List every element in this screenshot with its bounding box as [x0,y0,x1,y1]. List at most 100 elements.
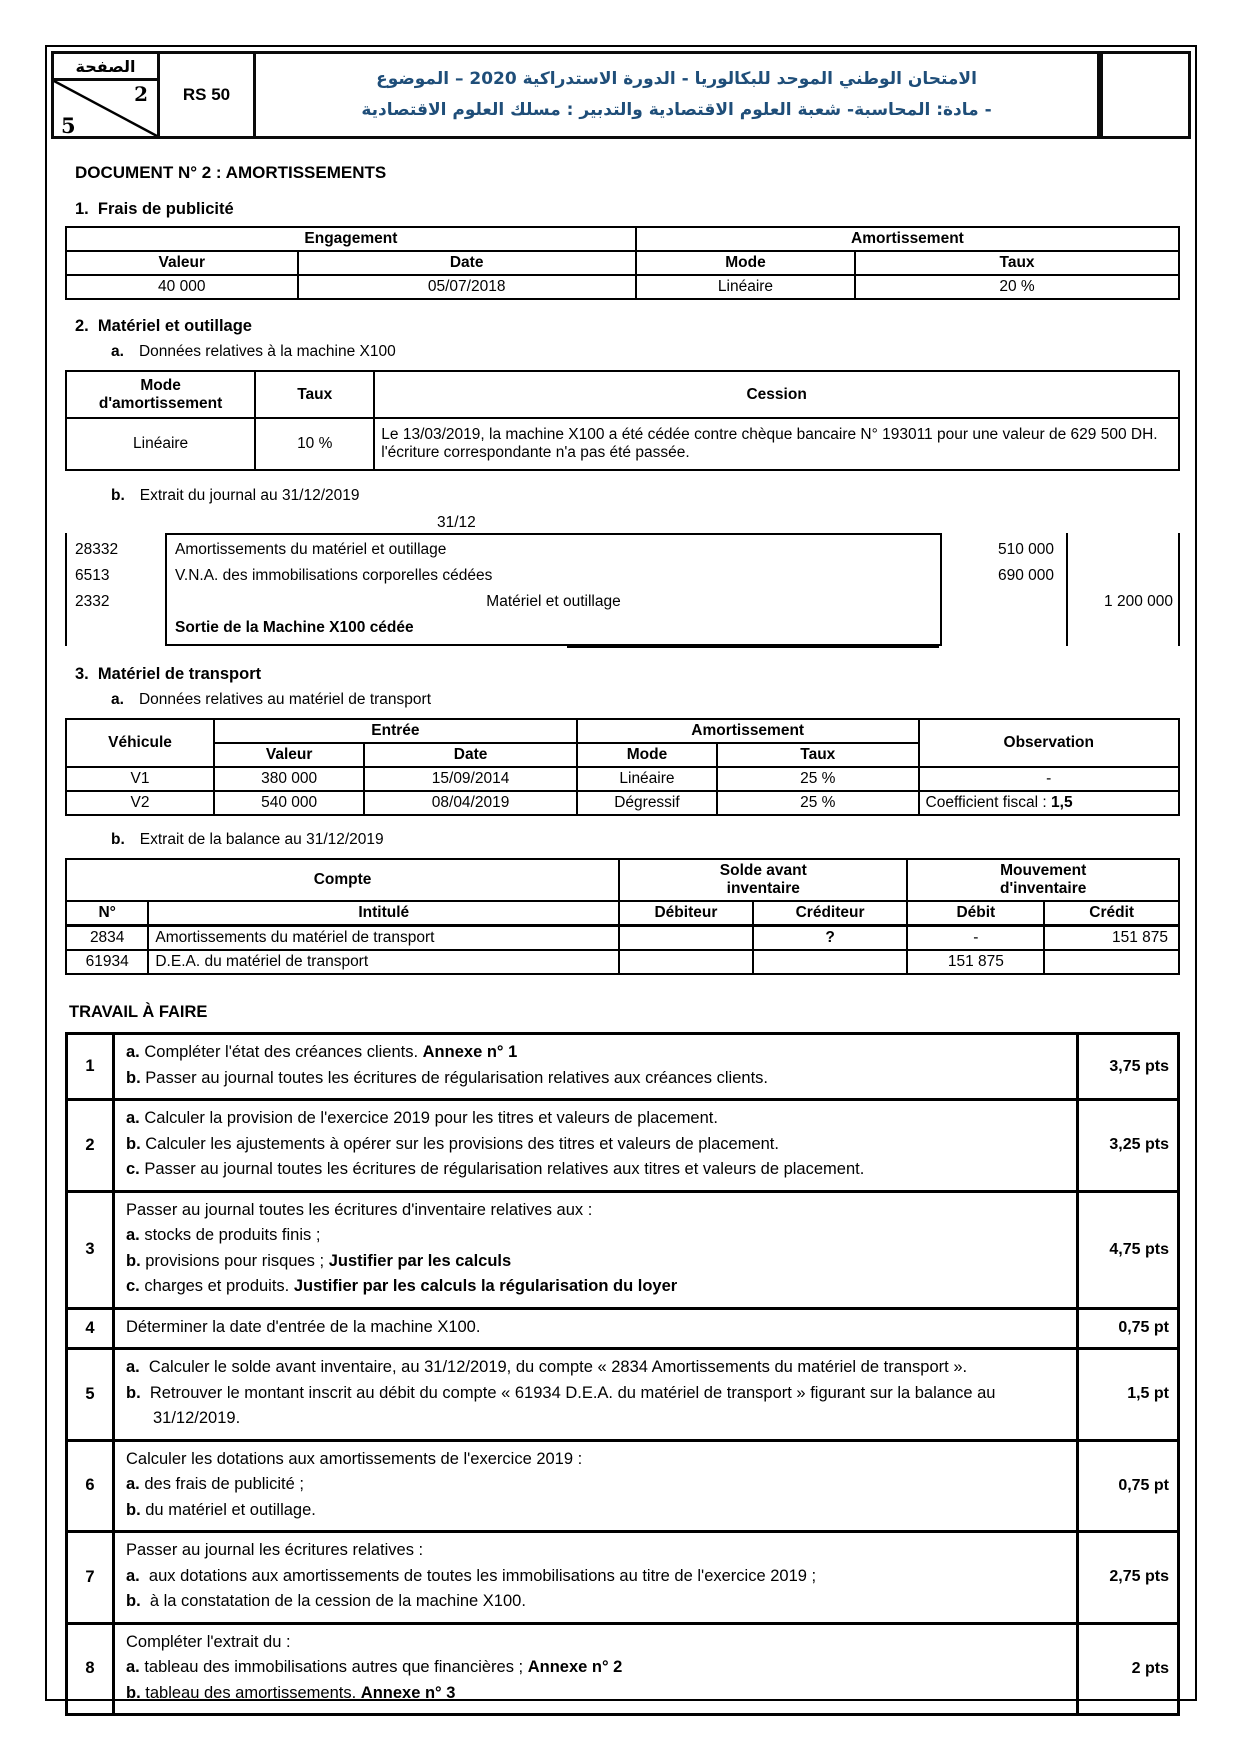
task-line: b. à la constatation de la cession de la… [126,1592,526,1610]
balance-row-2834: 2834 Amortissements du matériel de trans… [64,924,1180,951]
page-total: 5 [61,113,76,138]
task-line: Déterminer la date d'entrée de la machin… [126,1317,481,1336]
task-row: 2 a. Calculer la provision de l'exercice … [65,1098,1180,1193]
journal-credit-amount: 1 200 000 [1104,593,1173,610]
journal-debit-column: 510 000 690 000 [942,533,1068,646]
page-frame: الصفحة 2 5 RS 50 الامتحان الوطني الموحد … [45,45,1197,1716]
vehicle-row-v2: V2 540 000 08/04/2019 Dégressif 25 % Coe… [64,790,1181,816]
bal-debiteur [618,924,754,951]
travail-heading: TRAVAIL À FAIRE [69,1003,208,1021]
task-points: 0,75 pt [1076,1438,1180,1533]
task-points: 2,75 pts [1076,1530,1180,1625]
pub-data-row: 40 000 05/07/2018 Linéaire 20 % [65,274,1180,300]
journal-debit-amount: 510 000 [997,541,1054,558]
journal-label: Amortissements du matériel et outillage [175,541,447,558]
task-points: 3,25 pts [1076,1098,1180,1193]
machine-x100-table: Mode d'amortissement Taux Cession Linéai… [64,370,1180,471]
journal-extract: 31/12 28332 6513 2332 Amortissements du … [65,514,1180,648]
task-line: c. Passer au journal toutes les écriture… [126,1160,865,1178]
journal-credit-amount [1068,537,1173,563]
pub-mode: Linéaire [634,274,857,300]
task-line: Passer au journal les écritures relative… [126,1541,424,1559]
task-line: b. Calculer les ajustements à opérer sur… [126,1134,779,1153]
page-fraction: 2 5 [54,81,157,138]
sub-letter: b. [111,831,125,848]
task-row: 5 a. Calculer le solde avant inventaire, … [65,1347,1180,1442]
bal-header-intitule: Intitulé [147,900,621,927]
bal-group-compte: Compte [64,858,621,902]
bal-crediteur [751,949,909,975]
journal-account: 28332 [75,541,119,558]
machine-header-cession: Cession [373,370,1180,419]
document-title: DOCUMENT N° 2 : AMORTISSEMENTS [75,163,387,182]
task-row: 3 Passer au journal toutes les écritures … [65,1189,1180,1310]
journal-labels-box: Amortissements du matériel et outillage … [165,533,942,646]
journal-label-credit: Matériel et outillage [486,593,621,610]
journal-account: 6513 [75,567,110,584]
journal-credit-amount [1068,563,1173,589]
journal-closing-line [567,646,939,648]
task-row: 6 Calculer les dotations aux amortissemen… [65,1438,1180,1533]
header-empty-box [1100,54,1188,136]
bal-debit: - [906,924,1046,951]
section2-heading: 2. Matériel et outillage [75,317,252,335]
veh-header-observation: Observation [917,718,1181,768]
task-line: a. Calculer la provision de l'exercice 2… [126,1109,718,1127]
bal-header-crediteur: Créditeur [751,900,909,927]
task-line: b. tableau des amortissements. Annexe n°… [126,1683,456,1702]
veh-header-vehicule: Véhicule [64,718,216,768]
task-row: 4 Déterminer la date d'entrée de la machi… [65,1306,1180,1350]
task-number: 8 [65,1621,115,1716]
task-row: 1 a. Compléter l'état des créances client… [65,1032,1180,1101]
veh-vehicule: V2 [64,790,216,816]
task-row: 7 Passer au journal les écritures relativ… [65,1530,1180,1625]
task-line: a. Calculer le solde avant inventaire, a… [126,1358,968,1376]
bal-credit: 151 875 [1043,924,1180,951]
task-line: a. des frais de publicité ; [126,1475,304,1493]
veh-header-valeur: Valeur [213,742,366,768]
bal-num: 2834 [64,924,150,951]
page-number: 2 [134,82,148,106]
exam-title: الامتحان الوطني الموحد للبكالوريا - الدو… [256,54,1100,136]
sub-letter: a. [111,691,124,708]
sub-text: Données relatives à la machine X100 [138,343,396,360]
bal-group-solde: Solde avant inventaire [618,858,909,902]
bal-header-credit: Crédit [1043,900,1180,927]
exam-reference: RS 50 [160,54,256,136]
task-line: b. Passer au journal toutes les écriture… [126,1068,768,1087]
page-label: الصفحة [54,54,157,81]
veh-observation: Coefficient fiscal : 1,5 [917,790,1181,816]
page-diagonal-line [54,81,157,136]
sub-letter: a. [111,343,124,360]
veh-header-date: Date [363,742,578,768]
machine-cession: Le 13/03/2019, la machine X100 a été céd… [373,417,1180,471]
section3-sub-a: a. Données relatives au matériel de trans… [111,691,1180,709]
bal-num: 61934 [64,949,150,975]
task-line: a. Compléter l'état des créances clients… [126,1043,518,1061]
veh-mode: Linéaire [575,766,719,792]
page-counter-box: الصفحة 2 5 [54,54,160,138]
bal-intitule: Amortissements du matériel de transport [147,924,621,951]
veh-valeur: 380 000 [213,766,366,792]
task-points: 0,75 pt [1076,1306,1180,1350]
machine-data-row: Linéaire 10 % Le 13/03/2019, la machine … [64,417,1180,471]
journal-accounts-column: 28332 6513 2332 [65,533,165,646]
pub-valeur: 40 000 [65,274,299,300]
pub-group-engagement: Engagement [65,226,637,252]
travail-body: 1 a. Compléter l'état des créances client… [65,1032,1180,1716]
bal-crediteur: ? [751,924,909,951]
task-line: a. stocks de produits finis ; [126,1226,321,1244]
vehicle-row-v1: V1 380 000 15/09/2014 Linéaire 25 % - [64,766,1181,792]
section2-sub-b: b. Extrait du journal au 31/12/2019 [111,487,1180,505]
exam-header: الصفحة 2 5 RS 50 الامتحان الوطني الموحد … [51,51,1191,139]
bal-debit: 151 875 [906,949,1046,975]
task-text: Compléter l'extrait du : a. tableau des i… [112,1621,1079,1716]
bal-debiteur [618,949,754,975]
machine-mode: Linéaire [64,417,257,471]
bal-header-num: N° [64,900,150,927]
bal-header-debiteur: Débiteur [618,900,754,927]
task-points: 4,75 pts [1076,1189,1180,1310]
machine-header-taux: Taux [254,370,376,419]
task-line: Calculer les dotations aux amortissement… [126,1449,583,1468]
veh-header-taux: Taux [716,742,920,768]
